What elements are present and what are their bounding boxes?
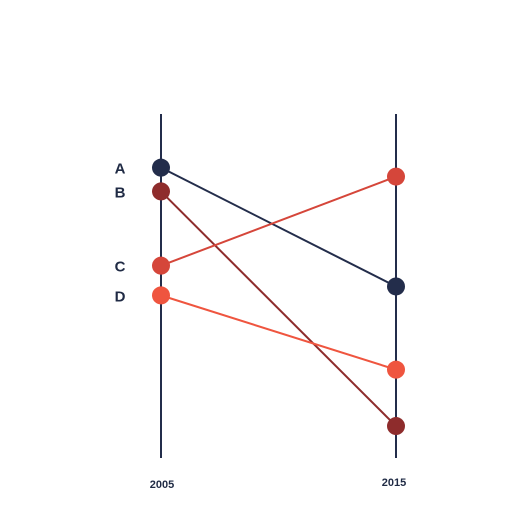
series-label-a: A: [115, 161, 126, 178]
axes-layer: [160, 114, 397, 458]
series-line-d: [160, 294, 397, 371]
series-label-b: B: [115, 184, 126, 201]
x-tick-label-2005: 2005: [150, 479, 174, 491]
series-label-d: D: [115, 288, 126, 305]
point-c-2015: [387, 167, 405, 186]
point-d-2005: [152, 286, 170, 305]
point-a-2015: [387, 277, 405, 296]
point-b-2005: [152, 182, 170, 201]
labels-layer: 2005 2015 AB CD: [115, 161, 407, 491]
points-layer: [152, 158, 405, 436]
lines-layer: [160, 166, 397, 427]
point-d-2015: [387, 360, 405, 379]
point-b-2015: [387, 417, 405, 436]
point-a-2005: [152, 158, 170, 177]
series-line-b: [160, 190, 397, 427]
series-line-a: [160, 166, 397, 288]
x-tick-label-2015: 2015: [382, 477, 406, 489]
series-label-c: C: [115, 259, 126, 276]
series-line-c: [160, 175, 397, 267]
point-c-2005: [152, 256, 170, 275]
